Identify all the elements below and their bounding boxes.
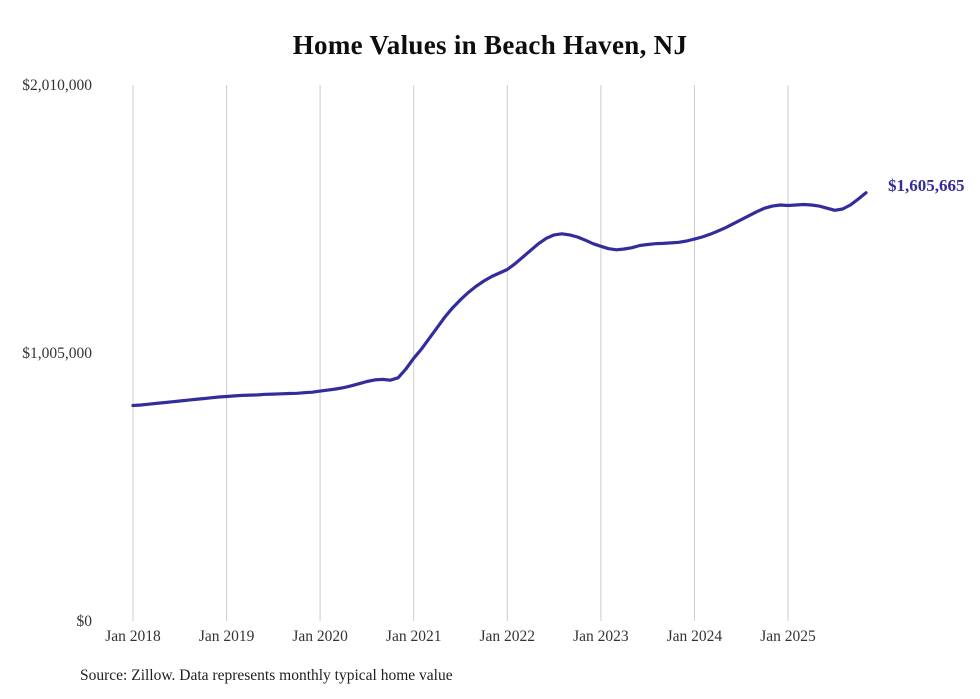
y-tick-label: $1,005,000 <box>22 345 92 362</box>
source-note: Source: Zillow. Data represents monthly … <box>80 667 453 684</box>
x-tick-label: Jan 2022 <box>480 628 536 645</box>
value-line <box>131 191 868 408</box>
x-tick-label: Jan 2018 <box>105 628 161 645</box>
x-tick-label: Jan 2024 <box>667 628 723 645</box>
x-tick-label: Jan 2021 <box>386 628 442 645</box>
y-tick-label: $0 <box>77 613 93 630</box>
chart-title: Home Values in Beach Haven, NJ <box>292 30 688 60</box>
x-tick-label: Jan 2019 <box>199 628 255 645</box>
latest-value-label: $1,605,665 <box>888 176 965 195</box>
y-tick-label: $2,010,000 <box>22 77 92 94</box>
x-tick-label: Jan 2020 <box>292 628 348 645</box>
x-tick-label: Jan 2025 <box>760 628 816 645</box>
x-tick-label: Jan 2023 <box>573 628 629 645</box>
